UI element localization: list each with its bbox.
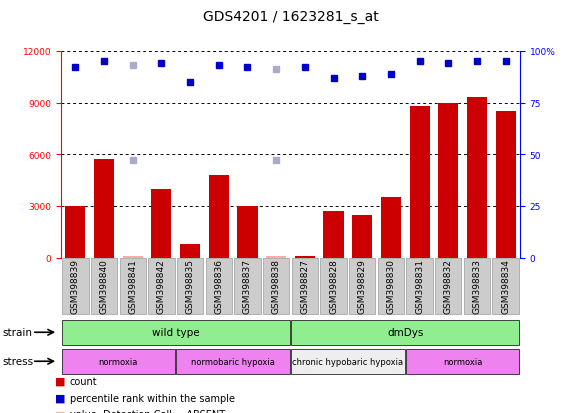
Bar [324,211,343,258]
Bar [209,176,229,258]
Text: GSM398834: GSM398834 [501,259,510,313]
Bar [467,98,487,258]
Bar [180,244,200,258]
Text: wild type: wild type [152,328,199,337]
Text: GSM398829: GSM398829 [358,259,367,313]
Text: GSM398840: GSM398840 [99,259,109,313]
Text: GSM398832: GSM398832 [444,259,453,313]
Bar [266,257,286,258]
Text: GSM398835: GSM398835 [185,259,195,313]
Bar [352,215,372,258]
Text: GSM398828: GSM398828 [329,259,338,313]
Text: GDS4201 / 1623281_s_at: GDS4201 / 1623281_s_at [203,10,378,24]
Text: chronic hypobaric hypoxia: chronic hypobaric hypoxia [292,357,403,366]
Text: normoxia: normoxia [99,357,138,366]
Bar [123,256,143,258]
Bar [65,206,85,258]
Text: GSM398837: GSM398837 [243,259,252,313]
Bar [94,160,114,258]
Bar [295,256,315,258]
Text: GSM398839: GSM398839 [71,259,80,313]
Bar [438,103,458,258]
Text: normoxia: normoxia [443,357,482,366]
Bar [152,189,171,258]
Text: normobaric hypoxia: normobaric hypoxia [191,357,275,366]
Text: percentile rank within the sample: percentile rank within the sample [70,393,235,403]
Text: GSM398831: GSM398831 [415,259,424,313]
Text: ■: ■ [55,409,66,413]
Text: ■: ■ [55,376,66,386]
Text: value, Detection Call = ABSENT: value, Detection Call = ABSENT [70,409,225,413]
Text: dmDys: dmDys [387,328,424,337]
Text: count: count [70,376,98,386]
Text: stress: stress [3,356,34,366]
Bar [496,112,516,258]
Text: GSM398827: GSM398827 [300,259,309,313]
Bar [381,198,401,258]
Bar [238,206,257,258]
Text: GSM398838: GSM398838 [272,259,281,313]
Text: GSM398842: GSM398842 [157,259,166,313]
Text: GSM398833: GSM398833 [472,259,482,313]
Text: GSM398830: GSM398830 [386,259,396,313]
Text: ■: ■ [55,393,66,403]
Text: GSM398836: GSM398836 [214,259,223,313]
Bar [410,107,429,258]
Text: strain: strain [3,328,33,337]
Text: GSM398841: GSM398841 [128,259,137,313]
